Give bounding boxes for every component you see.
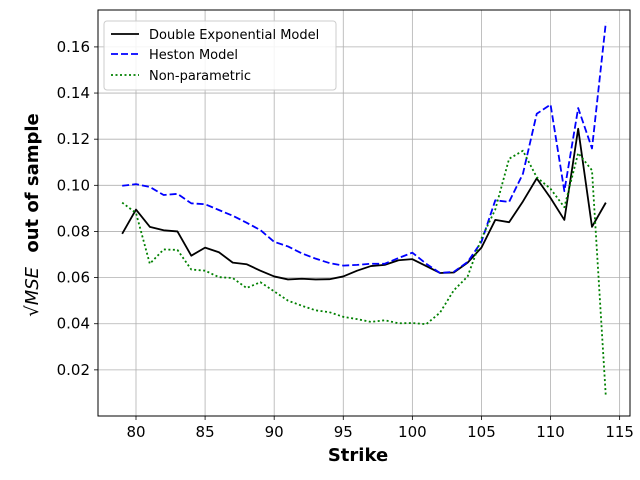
y-axis-title: √MSE out of sample (22, 113, 43, 317)
plot-frame (97, 9, 631, 417)
legend-label-double-exponential: Double Exponential Model (149, 28, 319, 43)
legend-box (103, 20, 337, 91)
y-axis: 0.02 0.04 0.06 0.08 0.10 0.12 0.14 0.16 (57, 38, 98, 379)
y-axis-title-text: out of sample (22, 113, 43, 252)
y-tick-label: 0.10 (57, 176, 90, 194)
x-tick-label: 85 (196, 423, 215, 441)
x-tick-label: 95 (334, 423, 353, 441)
series-layer (121, 22, 607, 397)
y-tick-label: 0.16 (57, 38, 90, 56)
series-heston (122, 22, 607, 274)
y-tick-label: 0.14 (57, 84, 90, 102)
series-double-exponential (121, 127, 607, 281)
x-tick-label: 105 (467, 423, 496, 441)
y-tick-label: 0.12 (57, 130, 90, 148)
x-axis-title: Strike (328, 445, 388, 466)
y-tick-label: 0.08 (57, 222, 90, 240)
x-tick-label: 90 (265, 423, 284, 441)
y-tick-label: 0.06 (57, 269, 90, 287)
y-tick-label: 0.04 (57, 315, 90, 333)
x-tick-label: 115 (605, 423, 634, 441)
legend: Double Exponential Model Heston Model No… (103, 20, 337, 91)
y-axis-title-math: √MSE (22, 266, 43, 316)
y-tick-label: 0.02 (57, 361, 90, 379)
x-tick-label: 100 (398, 423, 427, 441)
x-tick-label: 80 (126, 423, 145, 441)
legend-label-heston: Heston Model (149, 48, 238, 63)
x-axis: 80 85 90 95 100 105 110 115 (126, 416, 634, 441)
x-tick-label: 110 (536, 423, 565, 441)
legend-label-nonparametric: Non-parametric (149, 69, 251, 84)
svg-text:√MSE out of sample: √MSE out of sample (22, 113, 43, 317)
